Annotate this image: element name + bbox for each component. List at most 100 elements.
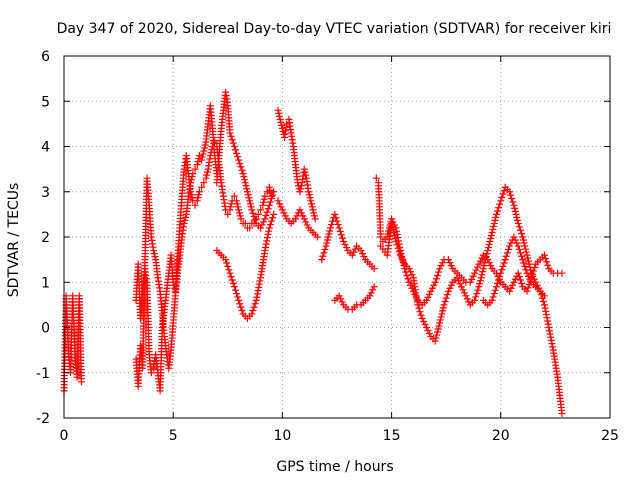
data-point-dense	[490, 222, 498, 230]
data-point-dense	[201, 144, 209, 152]
data-point-dense	[306, 194, 314, 202]
data-point-dense	[231, 146, 239, 154]
x-tick-label: 20	[492, 428, 510, 444]
data-point-dense	[277, 118, 285, 126]
data-point	[252, 296, 260, 304]
data-point-dense	[194, 194, 202, 202]
data-point-dense	[498, 193, 506, 201]
data-point	[307, 197, 315, 205]
data-point-dense	[468, 275, 476, 283]
data-point-dense	[547, 333, 555, 341]
data-point-dense	[542, 307, 550, 315]
data-point	[370, 283, 378, 291]
data-point-dense	[281, 212, 289, 220]
data-point-dense	[260, 195, 268, 203]
data-point-dense	[319, 252, 327, 260]
data-point-dense	[264, 205, 272, 213]
data-point-dense	[240, 173, 248, 181]
data-point	[270, 188, 278, 196]
data-point-dense	[404, 275, 412, 283]
data-point-dense	[297, 182, 305, 190]
data-point-dense	[234, 293, 242, 301]
data-point-dense	[524, 257, 532, 265]
data-point-dense	[391, 231, 399, 239]
data-point-dense	[465, 298, 473, 306]
data-point-dense	[515, 223, 523, 231]
data-point-dense	[424, 293, 432, 301]
data-point-dense	[237, 303, 245, 311]
data-point	[431, 278, 439, 286]
data-point-dense	[266, 221, 274, 229]
data-point	[248, 206, 256, 214]
data-point-dense	[511, 204, 519, 212]
data-point-dense	[439, 307, 447, 315]
y-tick-label: -1	[36, 366, 50, 382]
data-point-dense	[336, 227, 344, 235]
data-point-dense	[522, 266, 530, 274]
data-point-dense	[524, 284, 532, 292]
data-point-dense	[360, 253, 368, 261]
data-point-dense	[297, 185, 305, 193]
data-point-dense	[425, 290, 433, 298]
data-point-dense	[299, 212, 307, 220]
data-point-dense	[533, 281, 541, 289]
data-point-dense	[225, 266, 233, 274]
data-point-dense	[420, 317, 428, 325]
data-point-dense	[253, 290, 261, 298]
data-point	[418, 314, 426, 322]
data-point-dense	[490, 290, 498, 298]
data-point-dense	[499, 262, 507, 270]
data-point-dense	[326, 227, 334, 235]
data-point	[292, 215, 300, 223]
data-point	[239, 170, 247, 178]
data-point-dense	[489, 225, 497, 233]
data-point	[261, 215, 269, 223]
data-point	[257, 224, 265, 232]
data-point-dense	[492, 213, 500, 221]
data-point-dense	[485, 241, 493, 249]
data-point-dense	[303, 221, 311, 229]
y-tick-label: 5	[41, 94, 50, 110]
x-tick-label: 25	[601, 428, 619, 444]
data-point-dense	[251, 300, 259, 308]
data-point-dense	[334, 221, 342, 229]
data-point	[191, 201, 199, 209]
data-point-dense	[255, 280, 263, 288]
data-point-dense	[393, 241, 401, 249]
data-point-dense	[476, 280, 484, 288]
data-point-dense	[428, 284, 436, 292]
data-point	[233, 197, 241, 205]
data-point-dense	[227, 273, 235, 281]
data-point	[471, 296, 479, 304]
data-point-dense	[395, 248, 403, 256]
data-point-dense	[436, 316, 444, 324]
data-point-dense	[447, 281, 455, 289]
data-point-dense	[520, 239, 528, 247]
data-point-dense	[394, 244, 402, 252]
data-point-dense	[482, 256, 490, 264]
data-point-dense	[442, 294, 450, 302]
data-point	[261, 192, 269, 200]
data-point	[222, 256, 230, 264]
data-point-dense	[512, 210, 520, 218]
data-point-dense	[490, 219, 498, 227]
data-point-dense	[477, 274, 485, 282]
data-point-dense	[369, 286, 377, 294]
data-point	[265, 224, 273, 232]
data-point-dense	[494, 279, 502, 287]
data-point-dense	[481, 259, 489, 267]
data-point-dense	[518, 279, 526, 287]
data-point	[414, 301, 422, 309]
data-point	[436, 265, 444, 273]
data-point-dense	[495, 276, 503, 284]
data-point-dense	[479, 268, 487, 276]
data-point-dense	[478, 271, 486, 279]
data-point-dense	[487, 235, 495, 243]
data-point	[558, 409, 566, 417]
data-point-dense	[236, 212, 244, 220]
data-point	[514, 269, 522, 277]
data-point-dense	[463, 295, 471, 303]
data-point-dense	[223, 259, 231, 267]
data-point-dense	[246, 200, 254, 208]
data-point-dense	[249, 307, 257, 315]
